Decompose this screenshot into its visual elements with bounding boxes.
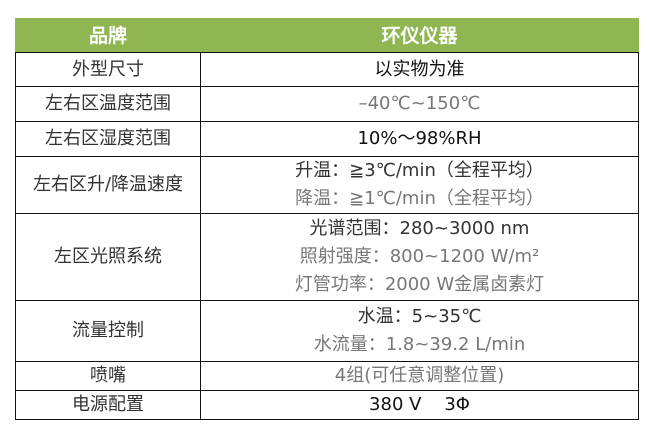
table-header-row: 品牌 环仪仪器: [15, 18, 639, 53]
value-line: –40℃~150℃: [358, 93, 481, 114]
row-label: 流量控制: [15, 300, 201, 362]
value-line: 照射强度：800~1200 W/m²: [299, 246, 540, 267]
row-value: –40℃~150℃: [200, 86, 639, 122]
value-line: 升温：≧3℃/min（全程平均）: [295, 160, 544, 181]
table-row: 左右区湿度范围 10%～98%RH: [15, 121, 639, 157]
value-line: 10%～98%RH: [357, 128, 482, 149]
row-value: 380 V 3Φ: [200, 390, 639, 420]
header-value: 环仪仪器: [200, 18, 639, 53]
value-line: 380 V 3Φ: [369, 394, 470, 415]
table-row: 喷嘴 4组(可任意调整位置): [15, 361, 639, 391]
row-value: 光谱范围：280~3000 nm 照射强度：800~1200 W/m² 灯管功率…: [200, 213, 639, 301]
header-label: 品牌: [15, 18, 201, 53]
spec-table: 品牌 环仪仪器 外型尺寸 以实物为准 左右区温度范围 –40℃~150℃ 左右区…: [15, 18, 639, 420]
value-line: 4组(可任意调整位置): [334, 365, 505, 386]
row-label: 左右区温度范围: [15, 86, 201, 122]
row-value: 水温：5~35℃ 水流量：1.8~39.2 L/min: [200, 300, 639, 362]
row-label: 电源配置: [15, 390, 201, 420]
row-label: 左右区湿度范围: [15, 121, 201, 157]
row-label: 左右区升/降温速度: [15, 156, 201, 214]
table-row: 流量控制 水温：5~35℃ 水流量：1.8~39.2 L/min: [15, 300, 639, 362]
row-label: 左区光照系统: [15, 213, 201, 301]
value-line: 降温：≧1℃/min（全程平均）: [295, 188, 544, 209]
table-row: 左右区升/降温速度 升温：≧3℃/min（全程平均） 降温：≧1℃/min（全程…: [15, 156, 639, 214]
row-value: 10%～98%RH: [200, 121, 639, 157]
table-row: 左区光照系统 光谱范围：280~3000 nm 照射强度：800~1200 W/…: [15, 213, 639, 301]
row-value: 以实物为准: [200, 52, 639, 87]
row-value: 升温：≧3℃/min（全程平均） 降温：≧1℃/min（全程平均）: [200, 156, 639, 214]
row-label: 喷嘴: [15, 361, 201, 391]
table-row: 左右区温度范围 –40℃~150℃: [15, 86, 639, 122]
value-line: 水温：5~35℃: [357, 306, 482, 327]
value-line: 灯管功率：2000 W金属卤素灯: [294, 274, 545, 295]
row-value: 4组(可任意调整位置): [200, 361, 639, 391]
value-line: 光谱范围：280~3000 nm: [309, 218, 530, 239]
table-row: 外型尺寸 以实物为准: [15, 52, 639, 87]
row-label: 外型尺寸: [15, 52, 201, 87]
table-row: 电源配置 380 V 3Φ: [15, 390, 639, 420]
value-line: 以实物为准: [374, 58, 465, 80]
value-line: 水流量：1.8~39.2 L/min: [313, 334, 526, 355]
